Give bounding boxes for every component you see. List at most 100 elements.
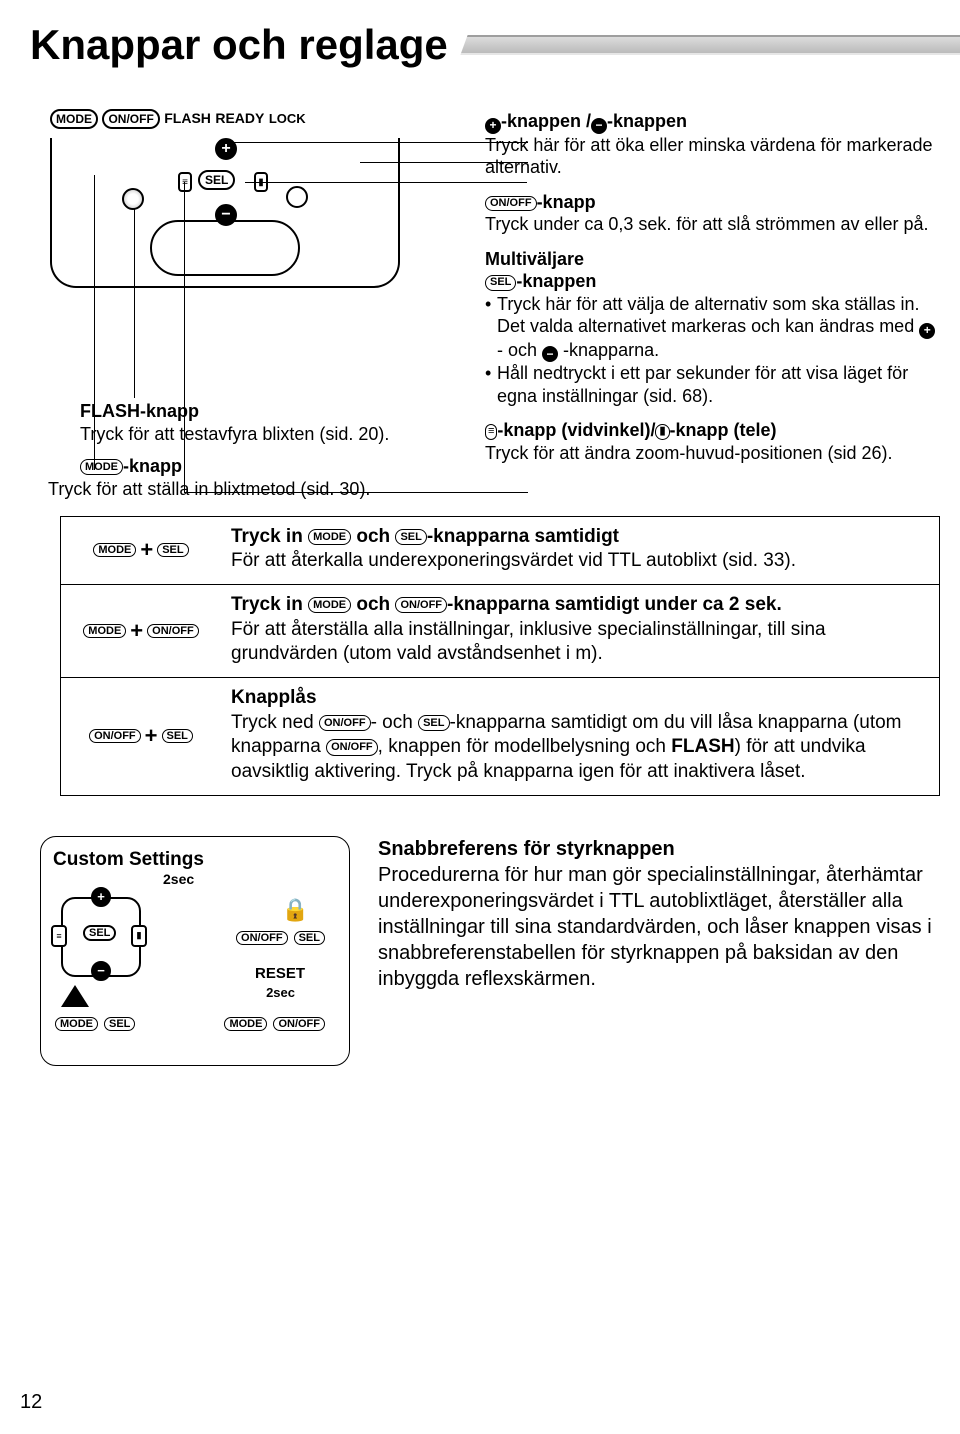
- c2-tb: och: [351, 594, 395, 615]
- flash-label: FLASH: [164, 110, 211, 126]
- quickref-card: Custom Settings 2sec + − SEL ≡ ▮ 🔒 ON/OF…: [40, 836, 350, 1066]
- rp3-onoff: ON/OFF: [273, 1017, 325, 1031]
- ref-row-1: ON/OFF SEL: [236, 931, 325, 945]
- combo-left-2: MODE + ON/OFF: [61, 585, 221, 677]
- c2-body: För att återställa alla inställningar, i…: [231, 619, 826, 665]
- right-column: +-knappen /−-knappen Tryck här för att ö…: [440, 110, 940, 502]
- sel-pill: SEL: [198, 170, 235, 190]
- combo-row-1: MODE + SEL Tryck in MODE och SEL-knappar…: [61, 517, 939, 584]
- multi-block: Multiväljare SEL-knappen Tryck här för a…: [485, 248, 940, 408]
- mode-pill: MODE: [50, 109, 98, 129]
- page-title: Knappar och reglage: [30, 21, 448, 69]
- c3-ba: Tryck ned: [231, 712, 319, 733]
- pm-t-a: -knappen /: [501, 111, 591, 131]
- reset-label: RESET: [255, 965, 305, 982]
- dpad-wide-icon: ≡: [51, 925, 67, 947]
- c2-ta: Tryck in: [231, 594, 308, 615]
- plus-icon-b: +: [919, 323, 935, 339]
- c1-ta: Tryck in: [231, 526, 308, 547]
- flash-knapp-title: FLASH-knapp: [80, 400, 440, 423]
- ref-row-2: MODE SEL: [55, 1017, 135, 1031]
- ready-label: READY: [215, 110, 264, 126]
- onoff-pill-inline: ON/OFF: [485, 196, 537, 212]
- combo-right-3: Knapplås Tryck ned ON/OFF- och SEL-knapp…: [221, 678, 939, 795]
- c3-onoff: ON/OFF: [319, 715, 371, 731]
- c3-title: Knapplås: [231, 687, 317, 708]
- combo-left-3: ON/OFF + SEL: [61, 678, 221, 795]
- c2-mode: MODE: [308, 597, 351, 613]
- mode-knapp-title: MODE-knapp: [80, 455, 440, 478]
- minus-icon-inline: −: [591, 118, 607, 134]
- leader-onoff: [360, 162, 528, 163]
- wide-icon: ≡: [178, 172, 192, 192]
- plus-icon-inline: +: [485, 118, 501, 134]
- zoom-t-a: -knapp (vidvinkel)/: [497, 420, 655, 440]
- reset-2sec: 2sec: [266, 985, 295, 1000]
- c3-plus: +: [145, 723, 158, 749]
- c1-body: För att återkalla underexponeringsvärdet…: [231, 550, 796, 571]
- c1-title: Tryck in MODE och SEL-knapparna samtidig…: [231, 526, 619, 547]
- plusminus-title: +-knappen /−-knappen: [485, 110, 940, 134]
- c3-sel: SEL: [418, 715, 449, 731]
- dpad-minus-icon: −: [91, 961, 111, 981]
- combo-left-1: MODE + SEL: [61, 517, 221, 584]
- rp2-mode: MODE: [55, 1017, 98, 1031]
- device-diagram: MODE ON/OFF FLASH READY LOCK + − SEL ≡ ▮: [50, 110, 400, 330]
- sel-b1a: Tryck här för att välja de alternativ so…: [497, 294, 920, 337]
- quickref-text: Snabbreferens för styrknappen Procedurer…: [350, 836, 940, 1066]
- plusminus-block: +-knappen /−-knappen Tryck här för att ö…: [485, 110, 940, 179]
- dpad-sel: SEL: [83, 925, 116, 941]
- pm-t-b: -knappen: [607, 111, 687, 131]
- mode-pill-inline: MODE: [80, 459, 123, 475]
- c3-flash: FLASH: [671, 736, 734, 757]
- onoff-pill: ON/OFF: [102, 109, 159, 129]
- sel-bullets: Tryck här för att välja de alternativ so…: [485, 293, 940, 408]
- sel-title-suffix: -knappen: [516, 271, 596, 291]
- tele-pill-inline: ▮: [655, 424, 669, 440]
- zoom-block: ≡-knapp (vidvinkel)/▮-knapp (tele) Tryck…: [485, 419, 940, 464]
- wedge-icon: [61, 985, 89, 1007]
- page-header: Knappar och reglage: [0, 0, 960, 90]
- c3-bd: , knappen för modellbelysning och: [378, 736, 672, 757]
- c3-bb: - och: [371, 712, 419, 733]
- dpad-tele-icon: ▮: [131, 925, 147, 947]
- onoff-body: Tryck under ca 0,3 sek. för att slå strö…: [485, 213, 940, 236]
- c2-plus: +: [130, 618, 143, 644]
- sel-b1b: - och: [497, 340, 542, 360]
- dpad-plus-icon: +: [91, 887, 111, 907]
- rp3-mode: MODE: [224, 1017, 267, 1031]
- rp2-sel: SEL: [104, 1017, 135, 1031]
- flash-indicator: [122, 188, 144, 210]
- sel-bullet-1: Tryck här för att välja de alternativ so…: [485, 293, 940, 363]
- zoom-title: ≡-knapp (vidvinkel)/▮-knapp (tele): [485, 419, 940, 442]
- quickref-title: Snabbreferens för styrknappen: [378, 836, 940, 862]
- multiselector: + − SEL ≡ ▮: [180, 142, 270, 232]
- leader-plus: [228, 142, 528, 143]
- c1-tb: och: [351, 526, 395, 547]
- minus-icon: −: [215, 204, 237, 226]
- left-callouts: FLASH-knapp Tryck för att testavfyra bli…: [40, 400, 440, 502]
- sel-b1c: -knapparna.: [558, 340, 659, 360]
- c2-title: Tryck in MODE och ON/OFF-knapparna samti…: [231, 594, 782, 615]
- zoom-t-b: -knapp (tele): [670, 420, 777, 440]
- combo-right-1: Tryck in MODE och SEL-knapparna samtidig…: [221, 517, 939, 584]
- sel-pill-inline: SEL: [485, 275, 516, 291]
- c1-sel: SEL: [395, 529, 426, 545]
- cs-2sec: 2sec: [163, 871, 337, 887]
- c1-pill-b: SEL: [157, 543, 188, 557]
- wide-pill-inline: ≡: [485, 424, 497, 440]
- c2-pill-a: MODE: [83, 624, 126, 638]
- c3-pill-a: ON/OFF: [89, 729, 141, 743]
- leader-zoom-h: [184, 492, 528, 493]
- c2-pill-b: ON/OFF: [147, 624, 199, 638]
- onoff-block: ON/OFF-knapp Tryck under ca 0,3 sek. för…: [485, 191, 940, 236]
- combo-right-2: Tryck in MODE och ON/OFF-knapparna samti…: [221, 585, 939, 677]
- sel-title: SEL-knappen: [485, 270, 940, 293]
- page-number: 12: [20, 1391, 42, 1414]
- leader-zoom-v: [184, 182, 185, 492]
- c1-tc: -knapparna samtidigt: [427, 526, 619, 547]
- c2-onoff: ON/OFF: [395, 597, 447, 613]
- bottom-section: Custom Settings 2sec + − SEL ≡ ▮ 🔒 ON/OF…: [0, 836, 960, 1066]
- leader-mode: [94, 175, 95, 470]
- combo-row-3: ON/OFF + SEL Knapplås Tryck ned ON/OFF- …: [61, 677, 939, 795]
